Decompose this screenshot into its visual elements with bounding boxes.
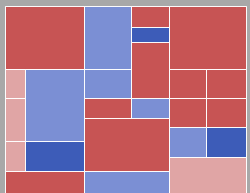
Bar bbox=[84, 171, 169, 193]
Bar bbox=[131, 98, 169, 127]
Bar bbox=[169, 98, 206, 127]
Bar bbox=[131, 6, 169, 27]
Bar bbox=[84, 69, 131, 98]
Bar bbox=[84, 118, 169, 171]
Bar bbox=[25, 141, 84, 171]
Bar bbox=[25, 69, 84, 98]
Bar bbox=[84, 118, 131, 141]
Bar bbox=[131, 42, 169, 98]
Bar bbox=[25, 69, 84, 141]
Bar bbox=[131, 27, 169, 69]
Bar bbox=[169, 127, 206, 157]
Bar bbox=[206, 69, 246, 98]
Bar bbox=[169, 69, 206, 98]
Bar bbox=[5, 6, 84, 69]
Bar bbox=[84, 6, 131, 69]
Bar bbox=[5, 69, 25, 98]
Bar bbox=[5, 98, 25, 141]
Bar bbox=[169, 6, 246, 69]
Bar bbox=[5, 141, 25, 171]
Bar bbox=[5, 171, 84, 193]
Bar bbox=[84, 98, 131, 118]
Bar bbox=[206, 127, 246, 157]
Bar bbox=[206, 98, 246, 127]
Bar bbox=[169, 157, 246, 193]
